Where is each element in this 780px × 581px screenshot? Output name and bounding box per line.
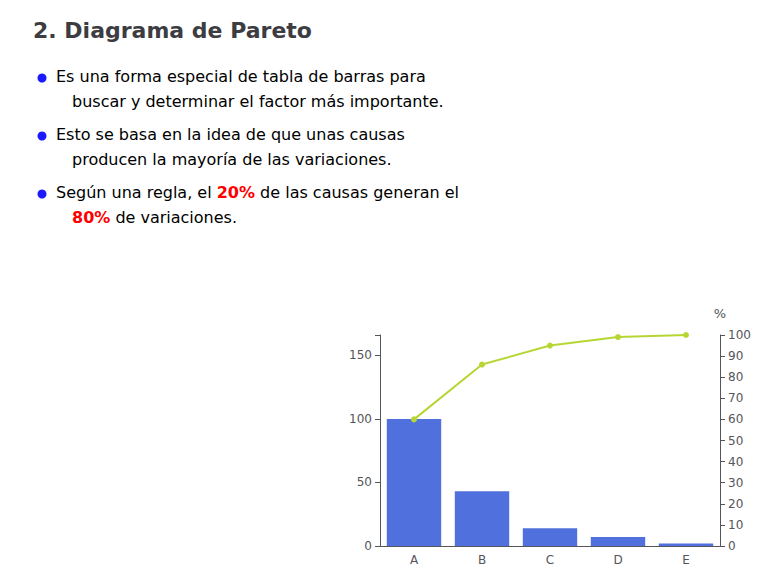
svg-text:Según una regla, el: Según una regla, el xyxy=(56,183,217,202)
svg-text:80%: 80% xyxy=(72,208,110,227)
svg-text:C: C xyxy=(546,553,554,567)
svg-text:40: 40 xyxy=(728,455,743,469)
svg-text:E: E xyxy=(682,553,690,567)
svg-text:Esto se basa en la idea de que: Esto se basa en la idea de que unas caus… xyxy=(56,125,405,144)
svg-text:Es una forma especial de tabla: Es una forma especial de tabla de barras… xyxy=(56,67,426,86)
svg-text:de las causas generan el: de las causas generan el xyxy=(255,183,459,202)
svg-text:producen la mayoría de las var: producen la mayoría de las variaciones. xyxy=(72,150,392,169)
svg-text:B: B xyxy=(478,553,486,567)
svg-text:A: A xyxy=(410,553,419,567)
svg-text:60: 60 xyxy=(728,412,743,426)
svg-text:90: 90 xyxy=(728,349,743,363)
svg-text:70: 70 xyxy=(728,391,743,405)
svg-text:80: 80 xyxy=(728,370,743,384)
svg-text:de variaciones.: de variaciones. xyxy=(110,208,237,227)
svg-text:0: 0 xyxy=(728,539,736,553)
svg-text:10: 10 xyxy=(728,518,743,532)
svg-text:30: 30 xyxy=(728,476,743,490)
svg-text:50: 50 xyxy=(357,475,372,489)
svg-text:2. Diagrama de Pareto: 2. Diagrama de Pareto xyxy=(33,18,312,43)
svg-text:buscar y determinar el factor: buscar y determinar el factor más import… xyxy=(72,92,444,111)
svg-text:%: % xyxy=(714,306,726,321)
svg-text:20%: 20% xyxy=(217,183,255,202)
svg-text:50: 50 xyxy=(728,434,743,448)
svg-text:150: 150 xyxy=(349,348,372,362)
svg-text:20: 20 xyxy=(728,497,743,511)
svg-text:100: 100 xyxy=(349,412,372,426)
svg-text:D: D xyxy=(613,553,622,567)
svg-text:100: 100 xyxy=(728,328,751,342)
svg-text:0: 0 xyxy=(364,539,372,553)
